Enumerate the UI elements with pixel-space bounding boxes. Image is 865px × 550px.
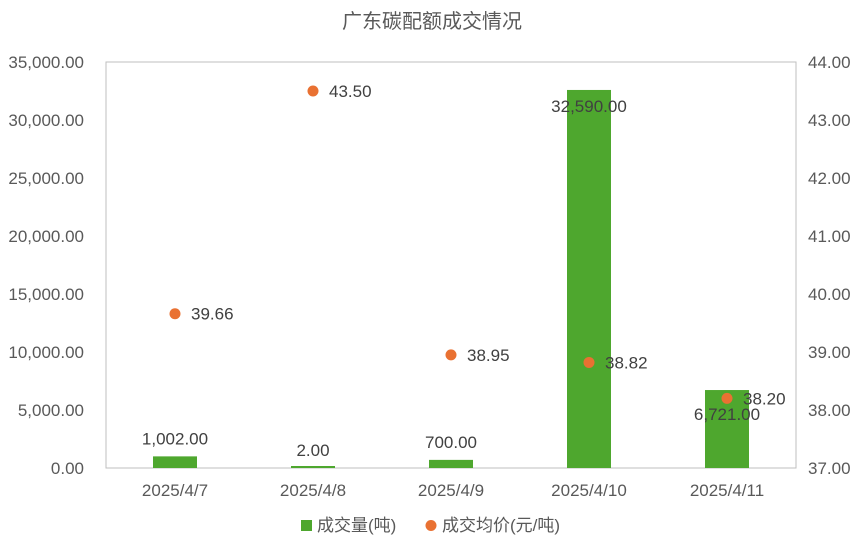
- y-left-tick-label: 5,000.00: [18, 401, 84, 420]
- bar-data-label: 700.00: [425, 433, 477, 452]
- bar: [153, 456, 197, 468]
- scatter-point: [445, 349, 457, 361]
- bar: [567, 89, 611, 469]
- point-data-label: 38.95: [467, 346, 510, 365]
- y-left-tick-label: 15,000.00: [8, 285, 84, 304]
- scatter-point: [169, 308, 181, 320]
- legend-point-swatch: [425, 520, 437, 531]
- right-axis: 37.00 38.00 39.00 40.00 41.00 42.00 43.00 44.00: [808, 53, 851, 478]
- left-axis: 0.00 5,000.00 10,000.00 15,000.00 20,000.00 2…: [8, 53, 84, 478]
- y-right-tick-label: 38.00: [808, 401, 851, 420]
- legend-bar-swatch: [301, 520, 312, 531]
- bar-series: 1,002.00 2.00 700.00 32,590.00 6,721.00: [142, 89, 760, 469]
- point-data-label: 38.20: [743, 389, 786, 408]
- y-right-tick-label: 42.00: [808, 169, 851, 188]
- bar: [291, 466, 335, 468]
- bar-data-label: 6,721.00: [694, 405, 760, 424]
- scatter-series: 39.66 43.50 38.95 38.82 38.20: [169, 82, 786, 408]
- y-left-tick-label: 20,000.00: [8, 227, 84, 246]
- y-right-tick-label: 39.00: [808, 343, 851, 362]
- y-left-tick-label: 0.00: [51, 459, 84, 478]
- y-left-tick-label: 35,000.00: [8, 53, 84, 72]
- scatter-point: [583, 356, 595, 368]
- y-left-tick-label: 10,000.00: [8, 343, 84, 362]
- x-tick-label: 2025/4/8: [280, 481, 346, 500]
- point-data-label: 43.50: [329, 82, 372, 101]
- plot-area-border: [105, 61, 797, 469]
- bar-data-label: 32,590.00: [551, 97, 627, 116]
- legend-label: 成交量(吨): [317, 516, 396, 535]
- x-axis: 2025/4/7 2025/4/8 2025/4/9 2025/4/10 2025/4/…: [142, 481, 764, 500]
- bar: [429, 459, 473, 468]
- y-right-tick-label: 43.00: [808, 111, 851, 130]
- x-tick-label: 2025/4/11: [690, 481, 764, 500]
- y-right-tick-label: 41.00: [808, 227, 851, 246]
- scatter-point: [721, 392, 733, 404]
- y-left-tick-label: 25,000.00: [8, 169, 84, 188]
- legend-label: 成交均价(元/吨): [442, 516, 560, 535]
- y-right-tick-label: 37.00: [808, 459, 851, 478]
- x-tick-label: 2025/4/10: [551, 481, 627, 500]
- scatter-point: [307, 85, 319, 97]
- legend: 成交量(吨) 成交均价(元/吨): [301, 516, 560, 535]
- x-tick-label: 2025/4/9: [418, 481, 484, 500]
- y-right-tick-label: 40.00: [808, 285, 851, 304]
- point-data-label: 39.66: [191, 305, 234, 324]
- chart-title: 广东碳配额成交情况: [342, 10, 522, 33]
- bar-data-label: 1,002.00: [142, 429, 208, 448]
- point-data-label: 38.82: [605, 353, 648, 372]
- y-right-tick-label: 44.00: [808, 53, 851, 72]
- y-left-tick-label: 30,000.00: [8, 111, 84, 130]
- x-tick-label: 2025/4/7: [142, 481, 208, 500]
- bar-data-label: 2.00: [296, 441, 329, 460]
